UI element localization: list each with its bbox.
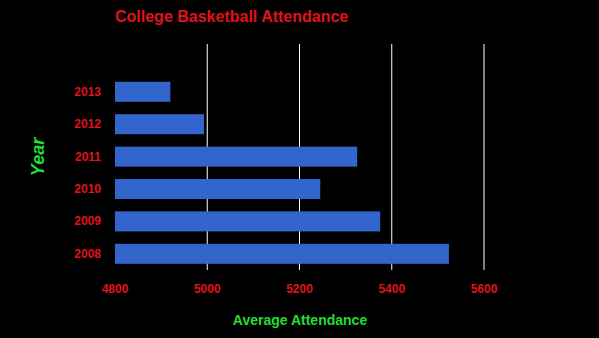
bar [115, 147, 357, 167]
category-label: 2012 [74, 117, 101, 131]
x-axis-title: Average Attendance [233, 312, 368, 328]
bar [115, 114, 204, 134]
tick-label: 5000 [194, 282, 221, 296]
tick-label: 4800 [102, 282, 129, 296]
chart: College Basketball Attendance 4800 5000 520… [0, 0, 599, 338]
background [0, 0, 599, 338]
tick-label: 5600 [471, 282, 498, 296]
y-axis-title: Year [28, 137, 48, 176]
bar [115, 82, 170, 102]
category-label: 2011 [75, 150, 101, 164]
category-label: 2010 [74, 182, 101, 196]
category-label: 2008 [74, 247, 101, 261]
bar [115, 211, 380, 231]
bars [115, 82, 449, 264]
tick-label: 5400 [378, 282, 405, 296]
grid-line [391, 44, 392, 270]
tick-label: 5200 [286, 282, 313, 296]
category-label: 2013 [74, 85, 101, 99]
title: College Basketball Attendance [115, 8, 348, 25]
grid-line [484, 44, 485, 270]
bar [115, 179, 320, 199]
category-label: 2009 [74, 214, 101, 228]
bar [115, 244, 449, 264]
